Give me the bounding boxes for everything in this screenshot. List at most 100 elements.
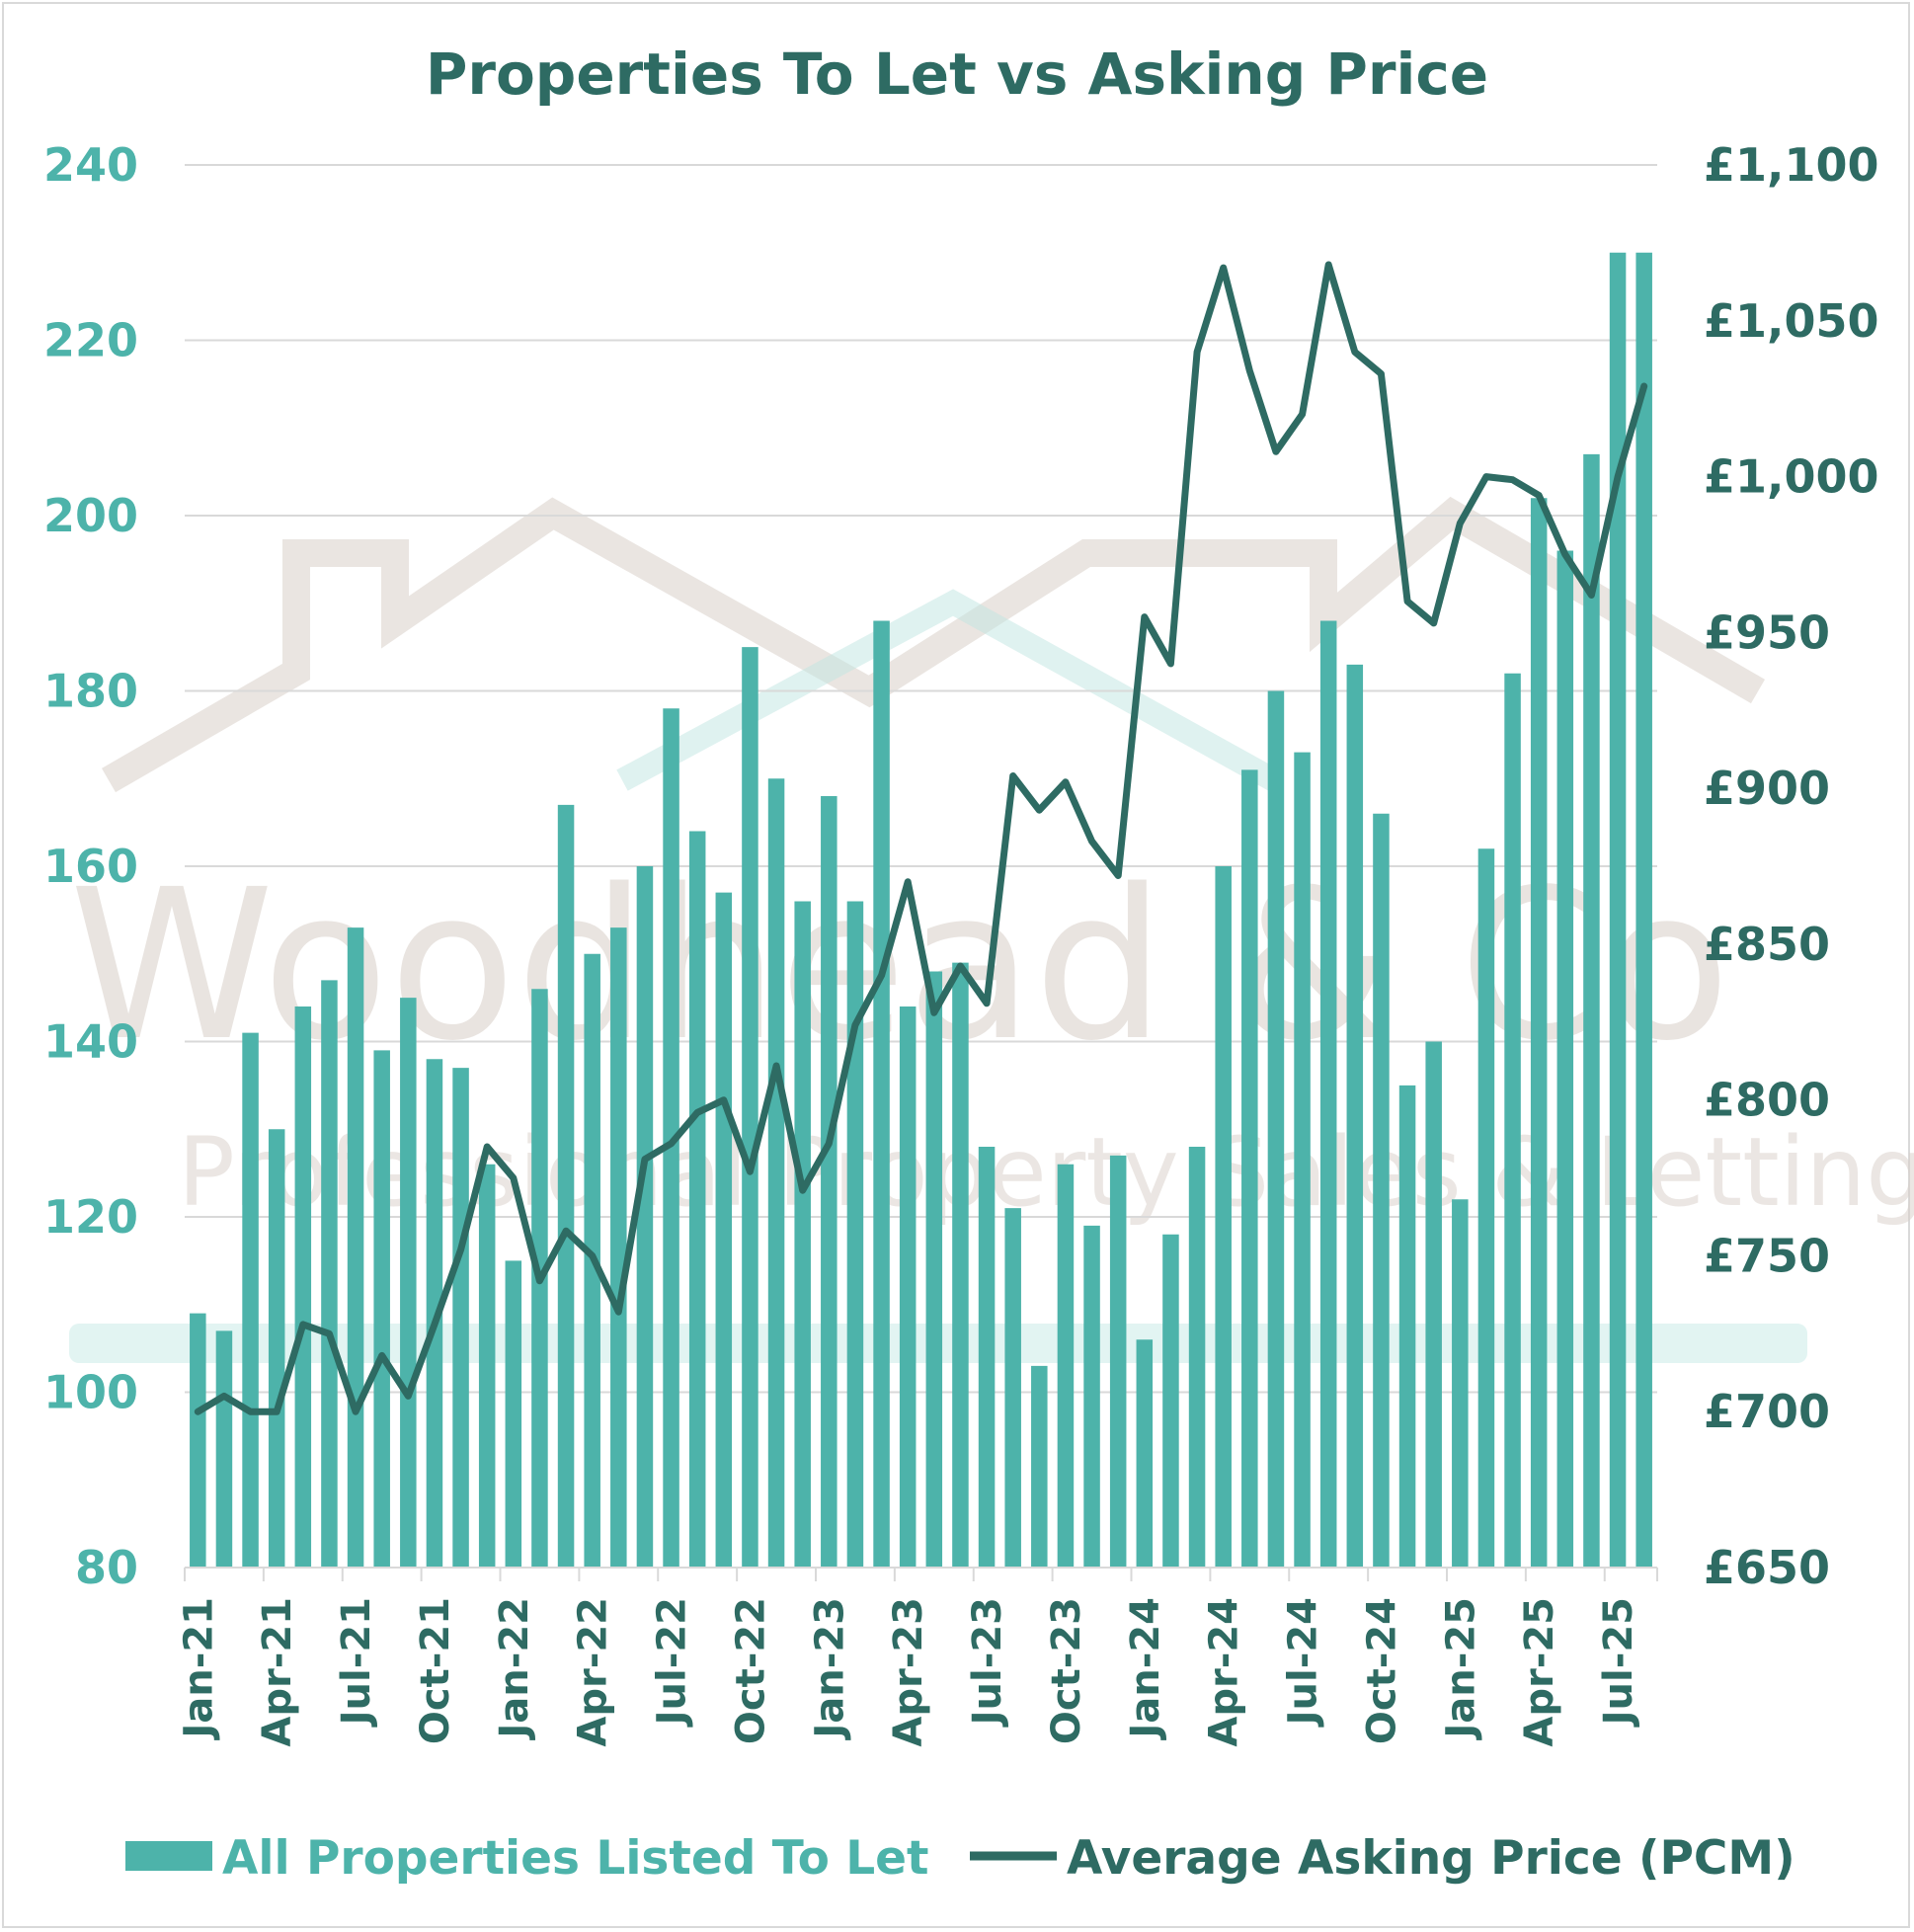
x-tick-label: Jul-25: [1596, 1597, 1641, 1728]
x-tick-label: Apr-22: [571, 1597, 616, 1747]
bar: [688, 831, 706, 1568]
x-tick-label: Apr-24: [1202, 1597, 1247, 1747]
x-tick-label: Jan-24: [1123, 1597, 1168, 1741]
legend-bar-label: All Properties Listed To Let: [222, 1831, 929, 1886]
bar: [742, 647, 758, 1568]
x-tick-label: Oct-23: [1044, 1597, 1089, 1744]
bar: [663, 708, 679, 1568]
x-tick-label: Jul-21: [334, 1597, 379, 1728]
x-tick-label: Oct-22: [728, 1597, 773, 1744]
bar: [1530, 498, 1548, 1568]
left-axis: 80 100 120 140 160 180 200 220 240: [43, 138, 138, 1594]
right-tick-label: £800: [1704, 1074, 1830, 1127]
legend: All Properties Listed To Let Average Ask…: [125, 1831, 1795, 1886]
bar-series: [190, 252, 1652, 1568]
left-tick-label: 80: [75, 1541, 138, 1594]
right-tick-label: £650: [1704, 1541, 1830, 1594]
x-tick-label: Apr-25: [1517, 1597, 1562, 1747]
bar: [1556, 550, 1574, 1568]
x-tick-label: Apr-21: [255, 1597, 300, 1747]
bar: [190, 1313, 206, 1568]
right-tick-label: £1,050: [1704, 294, 1879, 348]
bar: [715, 892, 733, 1568]
left-tick-label: 120: [43, 1190, 138, 1244]
x-tick-label: Apr-23: [886, 1597, 931, 1747]
x-tick-label: Jul-24: [1281, 1597, 1326, 1728]
bar: [1477, 848, 1495, 1568]
x-tick-label: Jan-22: [492, 1597, 537, 1741]
bar: [1398, 1085, 1416, 1568]
left-tick-label: 200: [43, 489, 138, 542]
bar: [478, 1164, 496, 1568]
bar: [1346, 664, 1364, 1568]
bar: [1373, 813, 1390, 1568]
right-axis: £650 £700 £750 £800 £850 £900 £950 £1,000 £1,050…: [1704, 138, 1879, 1594]
bar: [1031, 1365, 1048, 1568]
left-tick-label: 240: [43, 138, 138, 192]
bar: [1294, 752, 1311, 1568]
watermark-roof-icon: [101, 496, 1766, 793]
bar: [1241, 769, 1258, 1568]
bar: [1267, 690, 1285, 1568]
bar: [925, 971, 943, 1568]
bar: [846, 901, 864, 1568]
bar: [1609, 252, 1627, 1568]
legend-bar-swatch: [125, 1841, 212, 1871]
bar: [1136, 1339, 1154, 1568]
right-tick-label: £1,000: [1704, 450, 1879, 504]
right-tick-label: £850: [1704, 918, 1830, 971]
bar: [505, 1260, 522, 1568]
bar: [1635, 252, 1652, 1568]
left-tick-label: 100: [43, 1366, 138, 1419]
bar: [899, 1006, 917, 1568]
bar: [242, 1032, 259, 1568]
right-tick-label: £950: [1704, 605, 1830, 659]
bar: [215, 1330, 233, 1568]
bar: [1004, 1208, 1021, 1568]
chart-title: Properties To Let vs Asking Price: [426, 40, 1488, 108]
x-tick-label: Jan-21: [176, 1597, 221, 1741]
bar: [1057, 1164, 1075, 1568]
legend-line-label: Average Asking Price (PCM): [1067, 1831, 1795, 1886]
left-tick-label: 180: [43, 665, 138, 718]
right-tick-label: £1,100: [1704, 138, 1879, 192]
x-tick-label: Oct-21: [413, 1597, 458, 1744]
x-tick-label: Jul-23: [965, 1597, 1010, 1728]
asking-price-line: [194, 261, 1648, 1415]
bar: [294, 1006, 312, 1568]
bar: [636, 866, 654, 1568]
right-tick-label: £750: [1704, 1229, 1830, 1282]
bar: [400, 998, 417, 1568]
right-tick-label: £700: [1704, 1385, 1830, 1438]
right-tick-label: £900: [1704, 762, 1830, 815]
x-tick-label: Jan-23: [807, 1597, 852, 1741]
bar: [767, 778, 785, 1568]
x-axis: Jan-21 Apr-21 Jul-21 Oct-21 Jan-22 Apr-22 Jul-…: [176, 1567, 1658, 1747]
bar: [1452, 1199, 1469, 1568]
bar: [610, 927, 627, 1568]
bar: [1504, 673, 1521, 1568]
bar: [1188, 1147, 1206, 1568]
x-tick-label: Jan-25: [1438, 1597, 1483, 1741]
bar: [268, 1129, 285, 1568]
bar: [1215, 866, 1232, 1568]
bar: [1425, 1041, 1442, 1568]
bar: [347, 927, 364, 1568]
bar: [873, 620, 890, 1568]
bar: [794, 901, 811, 1568]
bar: [978, 1147, 996, 1568]
bar: [557, 804, 575, 1568]
bar: [1319, 620, 1337, 1568]
bar: [1083, 1225, 1100, 1568]
bar: [373, 1050, 390, 1568]
bar: [821, 796, 837, 1568]
bar: [952, 962, 969, 1568]
left-tick-label: 220: [43, 314, 138, 367]
x-tick-label: Jul-22: [650, 1597, 695, 1728]
x-tick-label: Oct-24: [1359, 1597, 1404, 1744]
watermark-roof-inner-icon: [616, 589, 1280, 791]
bar: [426, 1059, 443, 1568]
bar: [321, 980, 338, 1568]
